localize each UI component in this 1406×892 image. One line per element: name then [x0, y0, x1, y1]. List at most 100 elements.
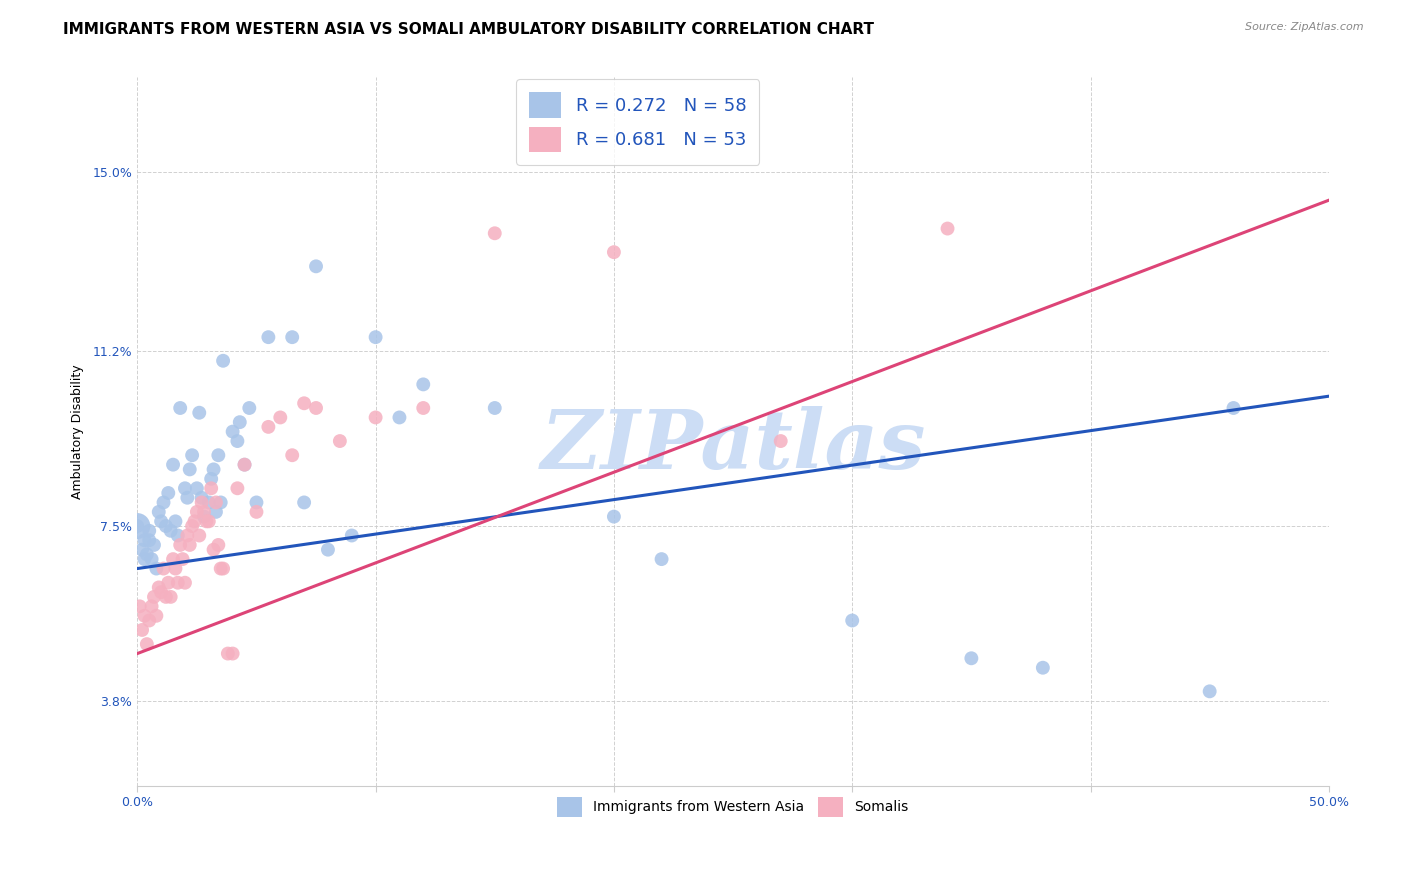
Point [186, 505, 208, 519]
Point [174, 575, 197, 590]
Point [207, 448, 229, 462]
Point [245, 495, 267, 509]
Point [603, 245, 626, 260]
Point [188, 528, 211, 542]
Point [340, 528, 363, 542]
Point [412, 401, 434, 415]
Point [166, 575, 188, 590]
Point [202, 542, 225, 557]
Point [257, 420, 280, 434]
Point [162, 458, 184, 472]
Point [165, 514, 187, 528]
Point [200, 472, 222, 486]
Point [281, 448, 304, 462]
Point [174, 481, 197, 495]
Point [152, 561, 174, 575]
Point [169, 538, 191, 552]
Point [305, 260, 328, 274]
Point [169, 401, 191, 415]
Point [157, 486, 180, 500]
Point [603, 509, 626, 524]
Point [960, 651, 983, 665]
Point [388, 410, 411, 425]
Point [217, 647, 239, 661]
Point [229, 415, 252, 429]
Point [159, 524, 181, 538]
Point [292, 396, 315, 410]
Point [141, 552, 163, 566]
Point [135, 637, 157, 651]
Point [1198, 684, 1220, 698]
Point [651, 552, 673, 566]
Point [193, 509, 215, 524]
Point [212, 561, 235, 575]
Point [128, 599, 150, 614]
Point [305, 401, 328, 415]
Point [159, 590, 181, 604]
Point [172, 552, 194, 566]
Point [127, 519, 149, 533]
Point [221, 425, 243, 439]
Point [145, 608, 167, 623]
Point [226, 434, 249, 448]
Point [198, 514, 221, 528]
Point [269, 410, 291, 425]
Point [202, 462, 225, 476]
Point [155, 519, 177, 533]
Point [257, 330, 280, 344]
Point [233, 458, 256, 472]
Point [176, 491, 198, 505]
Point [143, 590, 166, 604]
Point [316, 542, 339, 557]
Point [131, 542, 153, 557]
Point [1222, 401, 1244, 415]
Point [148, 505, 170, 519]
Point [179, 462, 201, 476]
Point [193, 505, 215, 519]
Point [138, 524, 160, 538]
Text: Source: ZipAtlas.com: Source: ZipAtlas.com [1246, 22, 1364, 32]
Point [226, 481, 249, 495]
Point [135, 548, 157, 562]
Point [200, 481, 222, 495]
Point [221, 647, 243, 661]
Point [769, 434, 792, 448]
Point [152, 495, 174, 509]
Point [233, 458, 256, 472]
Point [1032, 661, 1054, 675]
Point [181, 519, 204, 533]
Point [165, 561, 187, 575]
Point [281, 330, 304, 344]
Point [150, 585, 173, 599]
Point [205, 495, 228, 509]
Point [364, 410, 387, 425]
Point [207, 538, 229, 552]
Point [155, 590, 177, 604]
Point [364, 330, 387, 344]
Y-axis label: Ambulatory Disability: Ambulatory Disability [72, 364, 84, 499]
Point [131, 623, 153, 637]
Point [198, 495, 221, 509]
Point [936, 221, 959, 235]
Point [166, 528, 188, 542]
Point [209, 495, 232, 509]
Text: ZIPatlas: ZIPatlas [540, 406, 925, 486]
Point [134, 533, 156, 548]
Point [150, 514, 173, 528]
Point [412, 377, 434, 392]
Point [238, 401, 260, 415]
Point [484, 401, 506, 415]
Point [186, 481, 208, 495]
Point [212, 353, 235, 368]
Point [245, 505, 267, 519]
Point [484, 227, 506, 241]
Point [190, 495, 212, 509]
Point [841, 614, 863, 628]
Point [209, 561, 232, 575]
Point [127, 519, 149, 533]
Point [157, 575, 180, 590]
Point [292, 495, 315, 509]
Point [179, 538, 201, 552]
Point [148, 581, 170, 595]
Point [188, 406, 211, 420]
